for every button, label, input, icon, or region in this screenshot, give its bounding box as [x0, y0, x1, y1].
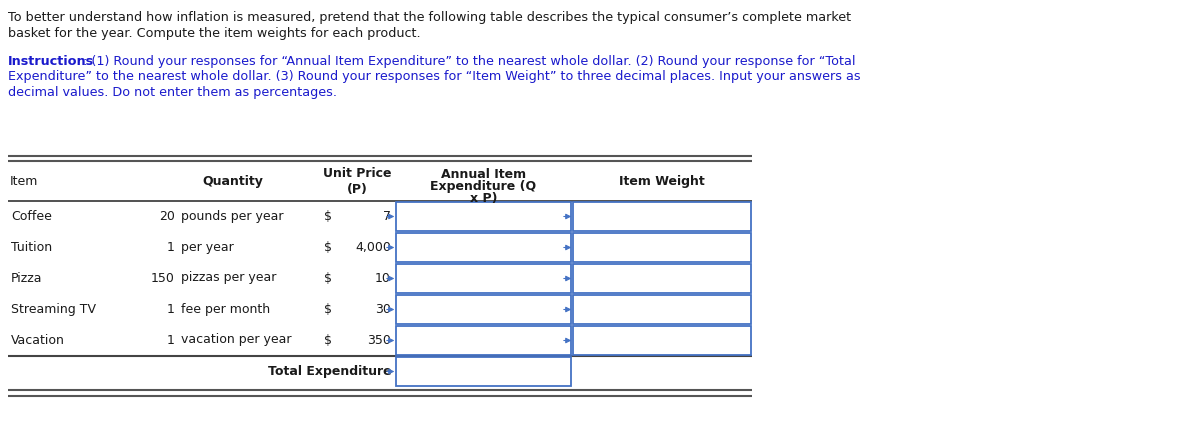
Text: $: $: [324, 271, 332, 284]
Text: Expenditure” to the nearest whole dollar. (3) Round your responses for “Item Wei: Expenditure” to the nearest whole dollar…: [8, 70, 860, 83]
Text: per year: per year: [178, 241, 234, 254]
Text: Total Expenditure: Total Expenditure: [269, 365, 392, 378]
Text: Tuition: Tuition: [11, 241, 52, 254]
Text: pounds per year: pounds per year: [178, 210, 283, 223]
Text: Pizza: Pizza: [11, 271, 42, 284]
Text: 150: 150: [151, 271, 175, 284]
Text: $: $: [324, 210, 332, 223]
Text: : (1) Round your responses for “Annual Item Expenditure” to the nearest whole do: : (1) Round your responses for “Annual I…: [83, 55, 856, 68]
Bar: [396, 357, 571, 386]
Text: Annual Item: Annual Item: [440, 168, 526, 181]
Bar: [396, 264, 571, 293]
Text: Expenditure (Q: Expenditure (Q: [431, 180, 536, 193]
Bar: [574, 326, 751, 355]
Text: Coffee: Coffee: [11, 210, 52, 223]
Bar: [574, 202, 751, 231]
Text: 10: 10: [376, 271, 391, 284]
Text: 1: 1: [167, 302, 175, 315]
Text: Streaming TV: Streaming TV: [11, 302, 96, 315]
Text: fee per month: fee per month: [178, 302, 270, 315]
Bar: [574, 295, 751, 324]
Bar: [396, 233, 571, 262]
Bar: [574, 264, 751, 293]
Bar: [574, 233, 751, 262]
Text: $: $: [324, 333, 332, 346]
Text: vacation per year: vacation per year: [178, 333, 292, 346]
Text: x P): x P): [469, 192, 497, 205]
Text: 1: 1: [167, 333, 175, 346]
Text: 7: 7: [383, 210, 391, 223]
Text: $: $: [324, 302, 332, 315]
Bar: [396, 202, 571, 231]
Bar: [396, 326, 571, 355]
Text: Unit Price
(P): Unit Price (P): [323, 167, 391, 195]
Text: 20: 20: [160, 210, 175, 223]
Text: To better understand how inflation is measured, pretend that the following table: To better understand how inflation is me…: [8, 11, 851, 24]
Text: $: $: [324, 241, 332, 254]
Text: Item Weight: Item Weight: [619, 175, 704, 188]
Text: 350: 350: [367, 333, 391, 346]
Text: Quantity: Quantity: [202, 175, 263, 188]
Text: 4,000: 4,000: [355, 241, 391, 254]
Text: pizzas per year: pizzas per year: [178, 271, 276, 284]
Text: 30: 30: [376, 302, 391, 315]
Text: basket for the year. Compute the item weights for each product.: basket for the year. Compute the item we…: [8, 27, 421, 40]
Text: Instructions: Instructions: [8, 55, 94, 68]
Bar: [396, 295, 571, 324]
Text: Item: Item: [10, 175, 38, 188]
Text: Vacation: Vacation: [11, 333, 65, 346]
Text: decimal values. Do not enter them as percentages.: decimal values. Do not enter them as per…: [8, 86, 337, 99]
Text: 1: 1: [167, 241, 175, 254]
